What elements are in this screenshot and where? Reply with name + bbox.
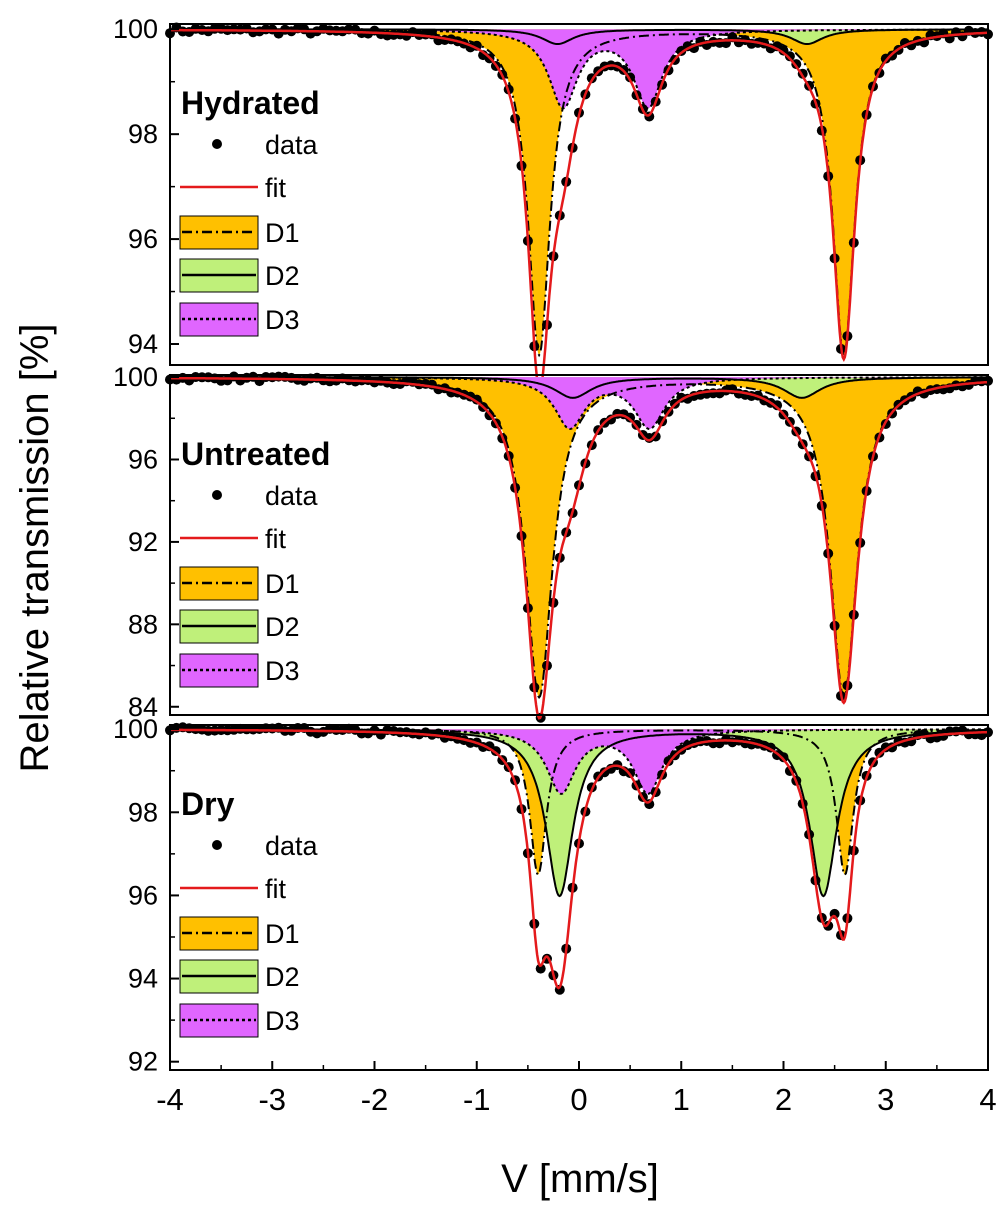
panels: 94 96 98 100 Hydrated data fit D1 D2 D3 84 88 92 96 10… <box>113 14 993 1077</box>
component-D1-line <box>170 728 988 877</box>
legend-label-fit: fit <box>265 524 287 554</box>
y-tick-label: 94 <box>128 329 158 359</box>
legend-label-fit: fit <box>265 874 287 904</box>
x-tick-label: 2 <box>775 1082 792 1117</box>
x-tick-label: -1 <box>463 1082 491 1117</box>
legend: data fit D1 D2 D3 <box>179 130 319 337</box>
plot-frame <box>169 374 989 716</box>
data-point <box>778 752 789 763</box>
y-tick-label: 98 <box>128 119 158 149</box>
component-D3-line <box>170 728 988 795</box>
fit-line <box>170 728 988 990</box>
y-tick-label: 96 <box>128 224 158 254</box>
component-D3-area <box>170 29 988 109</box>
x-tick-label: 4 <box>979 1082 996 1117</box>
component-D3-line <box>170 28 988 110</box>
legend-label-d3: D3 <box>265 1006 300 1036</box>
component-D3-area <box>170 377 988 429</box>
y-tick-label: 84 <box>128 692 158 722</box>
legend: data fit D1 D2 D3 <box>179 481 319 688</box>
legend-label-d1: D1 <box>265 569 300 599</box>
panel-title: Hydrated <box>181 85 320 121</box>
component-D1-area <box>170 377 988 698</box>
data-point <box>784 51 795 62</box>
data-point <box>471 394 482 405</box>
panel-untreated: 84 88 92 96 100 Untreated data fit D1 D2 D3 <box>113 362 993 723</box>
legend-label-data: data <box>265 481 319 511</box>
legend-label-d3: D3 <box>265 305 300 335</box>
y-tick-label: 98 <box>128 797 158 827</box>
legend: data fit D1 D2 D3 <box>179 831 319 1038</box>
x-tick-label: 1 <box>673 1082 690 1117</box>
legend-label-data: data <box>265 831 319 861</box>
y-tick-label: 100 <box>113 362 158 392</box>
legend-label-d1: D1 <box>265 218 300 248</box>
panel-title: Dry <box>181 786 235 822</box>
legend-data-marker <box>212 139 222 149</box>
legend-label-d2: D2 <box>265 962 300 992</box>
legend-label-d3: D3 <box>265 656 300 686</box>
y-tick-label: 96 <box>128 880 158 910</box>
data-point <box>778 45 789 56</box>
fit-line <box>170 28 988 393</box>
plot-frame <box>169 23 989 366</box>
legend-data-marker <box>212 490 222 500</box>
panel-title: Untreated <box>181 436 330 472</box>
y-tick-label: 92 <box>128 527 158 557</box>
y-tick-label: 100 <box>113 714 158 744</box>
y-tick-label: 88 <box>128 609 158 639</box>
legend-data-marker <box>212 840 222 850</box>
legend-label-d2: D2 <box>265 261 300 291</box>
y-tick-label: 94 <box>128 964 158 994</box>
x-tick-label: 0 <box>570 1082 587 1117</box>
x-tick-label: -2 <box>361 1082 389 1117</box>
legend-label-d1: D1 <box>265 919 300 949</box>
data-point <box>625 412 636 423</box>
component-D2-area <box>170 29 988 44</box>
panel-hydrated: 94 96 98 100 Hydrated data fit D1 D2 D3 <box>113 14 993 396</box>
x-tick-label: -3 <box>258 1082 286 1117</box>
y-tick-label: 92 <box>128 1047 158 1077</box>
fit-line <box>170 376 989 720</box>
y-tick-label: 96 <box>128 444 158 474</box>
data-point <box>772 400 783 411</box>
legend-label-fit: fit <box>265 173 287 203</box>
x-tick-label: -4 <box>156 1082 184 1117</box>
x-tick-label: 3 <box>877 1082 894 1117</box>
x-axis: -4 -3 -2 -1 0 1 2 3 4 <box>156 1061 997 1117</box>
legend-label-d2: D2 <box>265 612 300 642</box>
y-axis-label: Relative transmission [%] <box>13 323 57 772</box>
data-point <box>823 920 834 931</box>
component-D3-line <box>170 376 988 431</box>
data-point <box>535 963 546 974</box>
y-tick-label: 100 <box>113 14 158 44</box>
x-axis-label: V [mm/s] <box>501 1157 659 1201</box>
legend-label-data: data <box>265 130 319 160</box>
